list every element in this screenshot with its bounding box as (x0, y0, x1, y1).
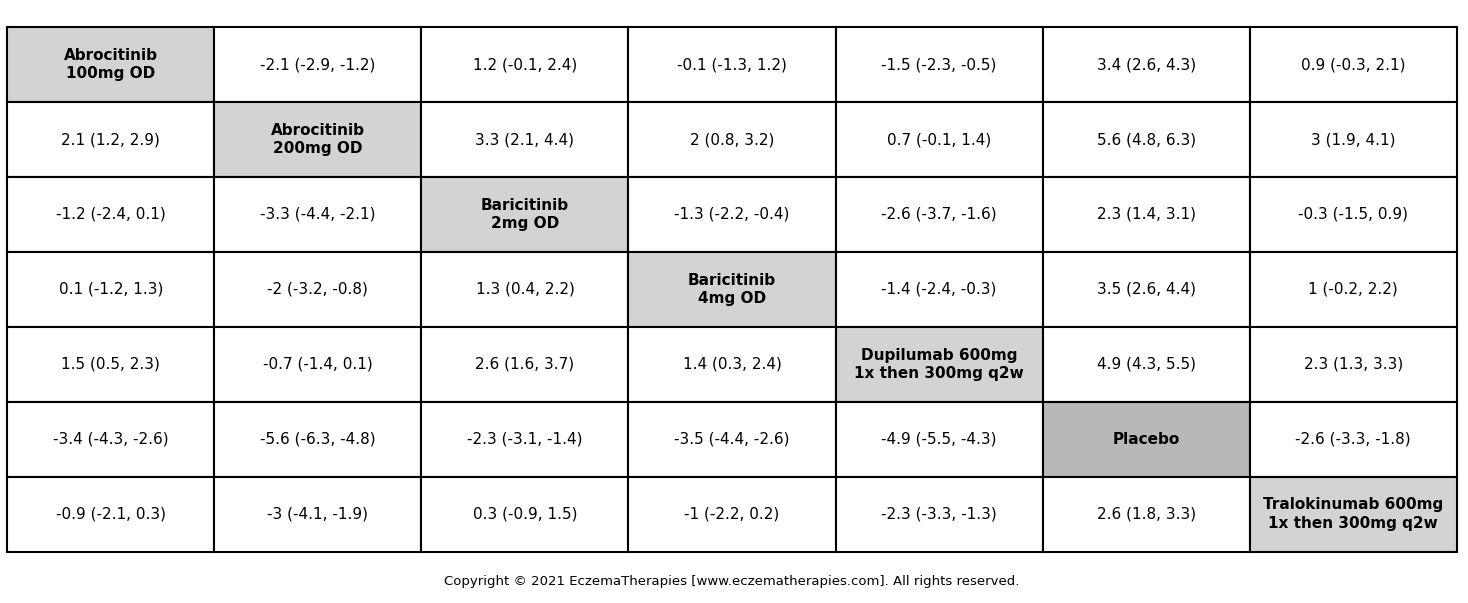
Bar (7, 27, 214, 102)
Bar (835, 27, 1042, 102)
Text: 0.9 (-0.3, 2.1): 0.9 (-0.3, 2.1) (1301, 57, 1405, 72)
Text: -2 (-3.2, -0.8): -2 (-3.2, -0.8) (267, 282, 368, 297)
Bar (835, 327, 1042, 402)
Bar (1042, 477, 1249, 552)
Text: 0.3 (-0.9, 1.5): 0.3 (-0.9, 1.5) (473, 507, 577, 522)
Text: -1 (-2.2, 0.2): -1 (-2.2, 0.2) (684, 507, 780, 522)
Text: 0.7 (-0.1, 1.4): 0.7 (-0.1, 1.4) (887, 132, 991, 147)
Bar (421, 402, 628, 477)
Bar (1042, 252, 1249, 327)
Text: -2.6 (-3.3, -1.8): -2.6 (-3.3, -1.8) (1295, 432, 1411, 447)
Text: 1.4 (0.3, 2.4): 1.4 (0.3, 2.4) (683, 357, 781, 372)
Bar (628, 27, 835, 102)
Text: Dupilumab 600mg
1x then 300mg q2w: Dupilumab 600mg 1x then 300mg q2w (854, 347, 1025, 381)
Bar (628, 102, 835, 177)
Bar (214, 477, 421, 552)
Bar (1249, 402, 1456, 477)
Bar (1042, 102, 1249, 177)
Bar (421, 477, 628, 552)
Bar (1042, 402, 1249, 477)
Text: 1.3 (0.4, 2.2): 1.3 (0.4, 2.2) (476, 282, 574, 297)
Text: 1.5 (0.5, 2.3): 1.5 (0.5, 2.3) (62, 357, 160, 372)
Bar (835, 252, 1042, 327)
Bar (7, 102, 214, 177)
Text: -0.9 (-2.1, 0.3): -0.9 (-2.1, 0.3) (56, 507, 166, 522)
Text: Tralokinumab 600mg
1x then 300mg q2w: Tralokinumab 600mg 1x then 300mg q2w (1262, 497, 1443, 531)
Text: 2.6 (1.6, 3.7): 2.6 (1.6, 3.7) (476, 357, 574, 372)
Text: -4.9 (-5.5, -4.3): -4.9 (-5.5, -4.3) (881, 432, 997, 447)
Text: Abrocitinib
200mg OD: Abrocitinib 200mg OD (272, 123, 366, 156)
Bar (628, 252, 835, 327)
Text: -3.5 (-4.4, -2.6): -3.5 (-4.4, -2.6) (674, 432, 790, 447)
Text: 2.6 (1.8, 3.3): 2.6 (1.8, 3.3) (1097, 507, 1195, 522)
Text: 2.1 (1.2, 2.9): 2.1 (1.2, 2.9) (62, 132, 160, 147)
Text: Copyright © 2021 EczemaTherapies [www.eczematherapies.com]. All rights reserved.: Copyright © 2021 EczemaTherapies [www.ec… (445, 575, 1020, 588)
Text: Baricitinib
4mg OD: Baricitinib 4mg OD (688, 273, 777, 306)
Bar (835, 102, 1042, 177)
Bar (1249, 252, 1456, 327)
Bar (421, 177, 628, 252)
Bar (214, 102, 421, 177)
Bar (628, 327, 835, 402)
Text: -2.3 (-3.3, -1.3): -2.3 (-3.3, -1.3) (881, 507, 997, 522)
Bar (1042, 27, 1249, 102)
Text: 1 (-0.2, 2.2): 1 (-0.2, 2.2) (1308, 282, 1398, 297)
Text: 2.3 (1.4, 3.1): 2.3 (1.4, 3.1) (1097, 207, 1195, 222)
Text: 5.6 (4.8, 6.3): 5.6 (4.8, 6.3) (1097, 132, 1195, 147)
Bar (628, 177, 835, 252)
Bar (628, 477, 835, 552)
Bar (214, 252, 421, 327)
Text: 3.5 (2.6, 4.4): 3.5 (2.6, 4.4) (1097, 282, 1195, 297)
Bar (835, 402, 1042, 477)
Bar (1042, 327, 1249, 402)
Bar (628, 402, 835, 477)
Text: -0.1 (-1.3, 1.2): -0.1 (-1.3, 1.2) (677, 57, 787, 72)
Bar (1249, 177, 1456, 252)
Text: -2.3 (-3.1, -1.4): -2.3 (-3.1, -1.4) (467, 432, 583, 447)
Text: -0.7 (-1.4, 0.1): -0.7 (-1.4, 0.1) (263, 357, 373, 372)
Bar (214, 402, 421, 477)
Bar (421, 102, 628, 177)
Bar (7, 177, 214, 252)
Bar (214, 327, 421, 402)
Bar (835, 177, 1042, 252)
Text: -3 (-4.1, -1.9): -3 (-4.1, -1.9) (267, 507, 368, 522)
Text: -2.6 (-3.7, -1.6): -2.6 (-3.7, -1.6) (881, 207, 997, 222)
Text: 0.1 (-1.2, 1.3): 0.1 (-1.2, 1.3) (59, 282, 163, 297)
Text: 4.9 (4.3, 5.5): 4.9 (4.3, 5.5) (1097, 357, 1195, 372)
Text: -5.6 (-6.3, -4.8): -5.6 (-6.3, -4.8) (260, 432, 376, 447)
Bar (835, 477, 1042, 552)
Text: 3 (1.9, 4.1): 3 (1.9, 4.1) (1311, 132, 1396, 147)
Bar (7, 252, 214, 327)
Bar (1249, 27, 1456, 102)
Text: -2.1 (-2.9, -1.2): -2.1 (-2.9, -1.2) (260, 57, 376, 72)
Bar (214, 27, 421, 102)
Bar (421, 27, 628, 102)
Text: -3.3 (-4.4, -2.1): -3.3 (-4.4, -2.1) (260, 207, 376, 222)
Bar (421, 252, 628, 327)
Text: 1.2 (-0.1, 2.4): 1.2 (-0.1, 2.4) (473, 57, 577, 72)
Bar (7, 477, 214, 552)
Bar (1249, 477, 1456, 552)
Text: Baricitinib
2mg OD: Baricitinib 2mg OD (482, 198, 570, 232)
Bar (1249, 327, 1456, 402)
Text: -1.2 (-2.4, 0.1): -1.2 (-2.4, 0.1) (56, 207, 166, 222)
Bar (7, 327, 214, 402)
Text: 3.3 (2.1, 4.4): 3.3 (2.1, 4.4) (476, 132, 574, 147)
Text: 2 (0.8, 3.2): 2 (0.8, 3.2) (690, 132, 774, 147)
Bar (1249, 102, 1456, 177)
Text: Abrocitinib
100mg OD: Abrocitinib 100mg OD (63, 48, 159, 81)
Bar (214, 177, 421, 252)
Text: -1.3 (-2.2, -0.4): -1.3 (-2.2, -0.4) (674, 207, 790, 222)
Text: 3.4 (2.6, 4.3): 3.4 (2.6, 4.3) (1097, 57, 1195, 72)
Text: Placebo: Placebo (1113, 432, 1180, 447)
Text: 2.3 (1.3, 3.3): 2.3 (1.3, 3.3) (1304, 357, 1403, 372)
Bar (421, 327, 628, 402)
Text: -1.4 (-2.4, -0.3): -1.4 (-2.4, -0.3) (881, 282, 997, 297)
Bar (7, 402, 214, 477)
Text: -0.3 (-1.5, 0.9): -0.3 (-1.5, 0.9) (1298, 207, 1408, 222)
Text: -1.5 (-2.3, -0.5): -1.5 (-2.3, -0.5) (881, 57, 997, 72)
Text: -3.4 (-4.3, -2.6): -3.4 (-4.3, -2.6) (53, 432, 169, 447)
Bar (1042, 177, 1249, 252)
